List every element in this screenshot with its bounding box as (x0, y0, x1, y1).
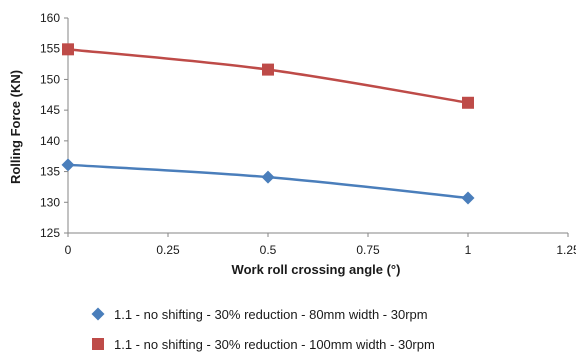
y-tick-label: 130 (40, 195, 60, 209)
legend: 1.1 - no shifting - 30% reduction - 80mm… (91, 307, 435, 352)
y-axis-title: Rolling Force (KN) (8, 70, 23, 184)
y-tick-labels: 125 130 135 140 145 150 155 160 (40, 11, 68, 240)
series-points (61, 43, 475, 205)
y-tick-label: 140 (40, 134, 60, 148)
x-tick-label: 0 (65, 243, 72, 257)
y-tick-label: 145 (40, 103, 60, 117)
x-tick-label: 0.75 (356, 243, 380, 257)
x-axis-title: Work roll crossing angle (°) (232, 262, 401, 277)
axes (67, 18, 568, 234)
data-point-series-1 (61, 158, 75, 172)
x-tick-label: 0.25 (156, 243, 180, 257)
series-line-2 (67, 48, 469, 105)
legend-label-1: 1.1 - no shifting - 30% reduction - 80mm… (114, 307, 428, 322)
x-tick-label: 1.25 (556, 243, 576, 257)
data-point-series-1 (461, 191, 475, 205)
x-tick-label: 0.5 (260, 243, 277, 257)
data-point-series-2 (462, 96, 474, 109)
legend-label-2: 1.1 - no shifting - 30% reduction - 100m… (114, 337, 435, 352)
x-tick-labels: 0 0.25 0.5 0.75 1 1.25 (65, 233, 576, 257)
y-tick-label: 125 (40, 226, 60, 240)
data-point-series-2 (62, 43, 74, 56)
data-point-series-2 (262, 63, 274, 76)
y-tick-label: 155 (40, 42, 60, 56)
y-tick-label: 160 (40, 11, 60, 25)
legend-marker-2 (92, 338, 104, 350)
legend-marker-1 (91, 307, 105, 321)
data-point-series-1 (261, 170, 275, 184)
x-tick-label: 1 (465, 243, 472, 257)
y-tick-label: 135 (40, 165, 60, 179)
y-tick-label: 150 (40, 72, 60, 86)
